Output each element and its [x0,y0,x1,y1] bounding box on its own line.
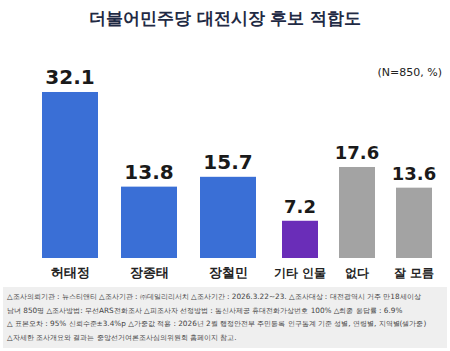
data-label: 7.2 [284,196,316,217]
data-label: 13.6 [392,163,436,184]
category-label: 잘 모름 [394,266,434,280]
title: 더불어민주당 대전시장 후보 적합도 [89,8,362,28]
data-label: 15.7 [203,150,252,174]
category-label: 기타 인물 [274,266,326,280]
bar [282,221,318,258]
annotation: △조사의뢰기관 : 뉴스티앤티 △조사기관 : ㈜데일리리서치 △조사기간 : … [7,292,421,301]
bar [339,167,375,258]
bar [200,177,256,258]
annotation: 남녀 850명 △조사방법: 무선ARS전화조사 △피조사자 선정방법 : 통신… [7,306,402,315]
category-label: 없다 [345,266,369,280]
chart: 더불어민주당 대전시장 후보 적합도 (N=850, %) 32.1 13.8 15.7… [0,0,450,351]
bars [42,92,432,258]
category-label: 장철민 [209,265,248,280]
bar [42,92,98,258]
annotation: △ 표본오차 : 95% 신뢰수준±3.4%p △가중값 적용 : 2026년 … [7,319,426,328]
subtitle: (N=850, %) [378,66,442,79]
category-label: 장종태 [130,265,169,280]
bar [396,188,432,258]
category-label: 허태정 [51,265,90,280]
note-box [3,287,447,348]
annotation: △자세한 조사개요와 결과는 중앙선거여론조사심의위원회 홈페이지 참고. [7,333,237,342]
data-label: 32.1 [45,65,94,89]
bar [121,187,177,258]
background [0,0,450,351]
data-label: 17.6 [335,142,379,163]
data-label: 13.8 [124,160,173,184]
